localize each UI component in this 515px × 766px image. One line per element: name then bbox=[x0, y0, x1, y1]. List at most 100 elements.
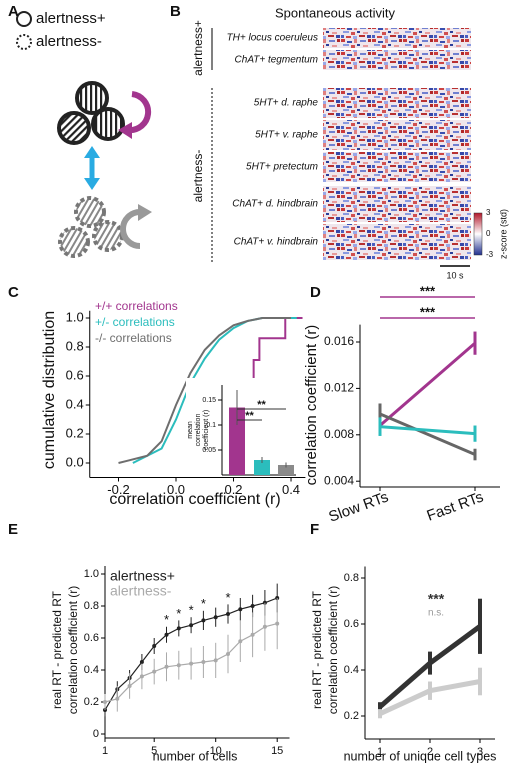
cell-icon bbox=[75, 81, 109, 115]
legend-label: -/- correlations bbox=[95, 331, 172, 345]
panel-letter: A bbox=[8, 3, 19, 20]
group-label: alertness- bbox=[191, 150, 205, 203]
point bbox=[213, 658, 218, 663]
row-label: TH+ locus coeruleus bbox=[227, 33, 318, 44]
cell-icon bbox=[57, 111, 91, 145]
x-tick-label: Slow RTs bbox=[326, 489, 390, 526]
arrow-head bbox=[84, 146, 100, 158]
point bbox=[275, 621, 280, 626]
point bbox=[213, 615, 218, 620]
y-tick-label: 0 bbox=[93, 728, 99, 740]
heatmap-row bbox=[323, 224, 471, 260]
row-label: ChAT+ v. hindbrain bbox=[234, 237, 319, 248]
point bbox=[164, 632, 169, 637]
chart-title: Spontaneous activity bbox=[275, 5, 395, 20]
x-tick-label: 0.0 bbox=[167, 482, 185, 497]
colorbar-tick-label: 0 bbox=[486, 229, 491, 238]
point bbox=[250, 604, 255, 608]
x-tick-label: 5 bbox=[151, 745, 157, 757]
series-line bbox=[379, 412, 476, 456]
x-axis-label: number of cells bbox=[153, 749, 238, 763]
point bbox=[103, 700, 107, 704]
row-label: ChAT+ tegmentum bbox=[235, 55, 318, 66]
heatmap-row bbox=[323, 28, 471, 48]
x-tick-label: 15 bbox=[271, 745, 283, 757]
x-tick-label: Fast RTs bbox=[425, 489, 486, 525]
heatmap-row bbox=[323, 50, 471, 70]
y-axis-label: real RT - predicted RT bbox=[50, 590, 64, 709]
arrow-head bbox=[118, 122, 132, 139]
panel-letter: C bbox=[8, 284, 19, 301]
diagram bbox=[16, 11, 152, 258]
y-tick-label: 0.6 bbox=[344, 618, 359, 630]
bar bbox=[254, 460, 270, 475]
series-line bbox=[378, 679, 481, 716]
y-tick-label: 0.016 bbox=[324, 334, 354, 348]
y-tick-label: 0.6 bbox=[84, 632, 99, 644]
x-tick-label: 1 bbox=[377, 746, 383, 758]
bar bbox=[278, 465, 294, 475]
x-tick-label: 2 bbox=[427, 746, 433, 758]
arrow bbox=[120, 209, 141, 249]
x-tick-label: 0.4 bbox=[282, 482, 300, 497]
bar bbox=[229, 407, 245, 475]
x-tick-label: 1 bbox=[102, 745, 108, 757]
point bbox=[176, 626, 181, 631]
significance-label: * bbox=[225, 590, 230, 605]
legend-icon bbox=[16, 11, 32, 27]
y-tick-label: 0.6 bbox=[66, 367, 84, 382]
y-tick-label: 0.4 bbox=[344, 664, 359, 676]
y-tick-label: 0.8 bbox=[84, 600, 99, 612]
point bbox=[238, 639, 243, 644]
panel-letter: E bbox=[8, 521, 18, 538]
cdf-line bbox=[118, 317, 292, 464]
y-tick-label: 0.004 bbox=[324, 473, 354, 487]
y-tick-label: 1.0 bbox=[84, 568, 99, 580]
cell-icon bbox=[91, 107, 125, 141]
point bbox=[139, 674, 144, 679]
legend-label: +/+ correlations bbox=[95, 299, 178, 313]
series-line bbox=[378, 624, 482, 709]
x-axis-label: correlation coefficient (r) bbox=[109, 491, 280, 508]
y-axis-label: cumulative distribution bbox=[41, 311, 58, 469]
significance-label: * bbox=[176, 606, 181, 621]
panel-letter: D bbox=[310, 284, 321, 301]
point bbox=[139, 660, 144, 664]
point bbox=[201, 618, 206, 623]
arrow bbox=[127, 91, 152, 134]
point bbox=[226, 612, 230, 616]
row-label: 5HT+ pretectum bbox=[246, 162, 318, 173]
heatmap-row bbox=[323, 120, 471, 150]
point bbox=[189, 661, 194, 666]
point bbox=[226, 652, 230, 656]
series-line bbox=[379, 425, 476, 436]
y-tick-label: 1.0 bbox=[66, 309, 84, 324]
significance-label: ** bbox=[245, 410, 254, 422]
point bbox=[189, 623, 194, 628]
y-tick-label: 0.2 bbox=[66, 425, 84, 440]
legend-icon bbox=[16, 34, 32, 50]
legend-label: alertness- bbox=[110, 583, 172, 599]
colorbar-label: z-score (std) bbox=[498, 209, 508, 259]
series-line bbox=[379, 342, 476, 427]
y-axis-label: correlation coefficient (r) bbox=[326, 586, 340, 715]
y-tick-label: 0.008 bbox=[324, 427, 354, 441]
y-tick-label: 0.2 bbox=[344, 710, 359, 722]
row-label: ChAT+ d. hindbrain bbox=[232, 199, 318, 210]
point bbox=[176, 663, 181, 668]
group-label: alertness+ bbox=[191, 20, 205, 76]
heatmap-row bbox=[323, 88, 471, 118]
y-tick-label: 0.4 bbox=[66, 396, 84, 411]
significance-label: *** bbox=[420, 304, 436, 319]
significance-label: *** bbox=[420, 283, 436, 298]
y-tick-label: 0.15 bbox=[202, 397, 216, 404]
point bbox=[238, 607, 243, 612]
legend-label: alertness+ bbox=[110, 568, 175, 584]
point bbox=[164, 664, 169, 669]
cell-icon bbox=[74, 196, 106, 228]
heatmap-row bbox=[323, 152, 471, 182]
cell-icon bbox=[58, 226, 90, 258]
x-tick-label: -0.2 bbox=[107, 482, 129, 497]
y-axis-label: real RT - predicted RT bbox=[310, 590, 324, 709]
inset-y-label: mean bbox=[187, 421, 194, 439]
